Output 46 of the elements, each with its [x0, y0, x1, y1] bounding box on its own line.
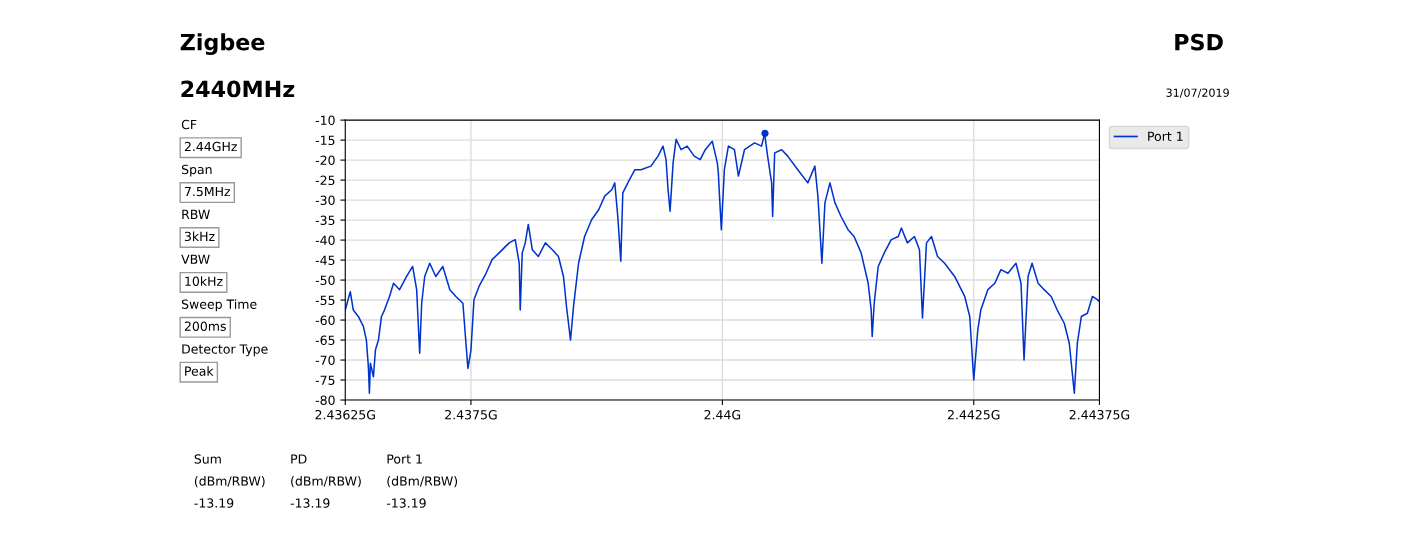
text: Sum	[194, 454, 221, 464]
y-tick-label: -20	[315, 155, 335, 166]
text: -13.19	[194, 498, 234, 508]
chart-title: Zigbee	[180, 33, 265, 55]
y-tick-label: -30	[315, 195, 335, 206]
text: 3kHz	[184, 231, 215, 242]
y-tick-label: -40	[315, 235, 335, 246]
text: Port 1	[387, 454, 422, 464]
x-tick-label: 2.4425G	[947, 409, 1000, 420]
text: Detector Type	[182, 344, 268, 357]
text: PD	[291, 454, 307, 464]
text: PSD	[1175, 33, 1223, 51]
y-tick-label: -75	[315, 375, 335, 385]
text: (dBm/RBW)	[194, 476, 265, 488]
text: Sweep Time	[181, 299, 257, 312]
y-tick-label: -15	[315, 135, 335, 146]
text: -13.19	[386, 498, 426, 508]
text: (dBm/RBW)	[387, 476, 458, 488]
y-tick-label: -60	[315, 315, 335, 325]
text: (dBm/RBW)	[291, 476, 361, 488]
x-tick-label: 2.44375G	[1069, 409, 1130, 420]
chart-subtitle: 2440MHz	[181, 80, 295, 98]
y-tick-label: -35	[315, 215, 335, 226]
text: VBW	[181, 254, 210, 264]
text: Span	[181, 164, 212, 177]
y-tick-label: -45	[315, 255, 335, 265]
text: 31/07/2019	[1166, 88, 1229, 98]
y-tick-label: -55	[315, 295, 335, 305]
x-tick-label: 2.4375G	[445, 409, 497, 420]
y-tick-label: -80	[315, 395, 335, 405]
y-tick-label: -70	[315, 355, 335, 365]
text: 200ms	[184, 321, 226, 331]
x-tick-label: 2.44G	[704, 409, 741, 420]
text: Peak	[185, 366, 214, 376]
text: RBW	[182, 209, 210, 219]
text: -13.19	[290, 498, 330, 508]
x-tick-label: 2.43625G	[315, 409, 375, 420]
y-tick-label: -65	[315, 335, 335, 345]
text: CF	[181, 119, 197, 130]
text: 2.44GHz	[184, 141, 237, 152]
y-tick-label: -25	[315, 175, 335, 186]
text: 10kHz	[185, 276, 223, 287]
text: 7.5MHz	[184, 186, 231, 197]
y-tick-label: -10	[315, 115, 335, 126]
y-tick-label: -50	[315, 275, 335, 285]
legend-label: Port 1	[1148, 131, 1183, 142]
